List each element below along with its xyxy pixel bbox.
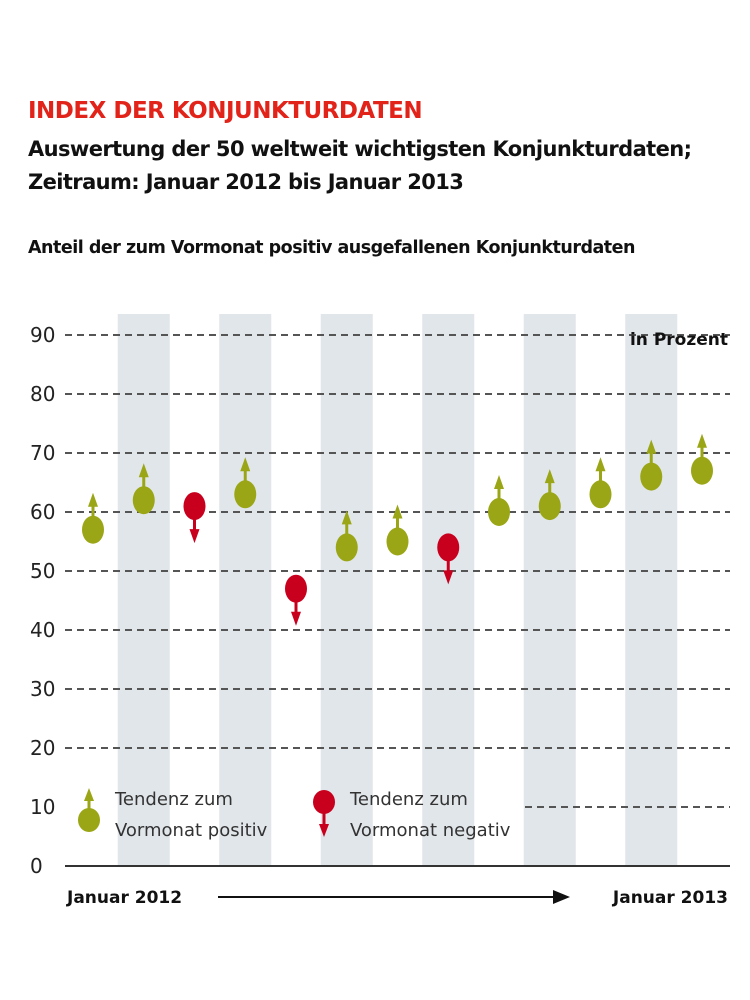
legend-negative-dot [313,790,335,814]
up-arrow-icon [544,469,555,484]
up-arrow-icon [88,492,98,507]
up-arrow-icon [240,457,251,472]
down-arrow-icon [189,529,200,544]
legend-negative-line1: Tendenz zum [349,789,468,810]
down-arrow-icon [291,611,301,626]
up-arrow-icon [697,433,707,448]
data-point-positive [640,462,663,491]
y-tick-label: 30 [30,677,55,701]
legend-positive-dot [78,808,100,832]
y-tick-label: 60 [30,500,55,524]
chart-subtitle-line1: Auswertung der 50 weltweit wichtigsten K… [28,137,692,161]
data-point-negative [285,574,307,603]
y-tick-label: 70 [30,441,55,465]
legend-positive-line2: Vormonat positiv [115,820,268,841]
up-arrow-icon [494,475,504,489]
data-point-positive [132,486,155,515]
legend-up-arrow-icon [84,788,94,801]
data-point-positive [691,456,713,485]
column-band [422,314,475,866]
down-arrow-icon [443,570,454,585]
unit-label: in Prozent [630,330,728,350]
data-point-negative [437,533,460,562]
column-band [523,314,576,866]
legend: Tendenz zum Vormonat positiv Tendenz zum… [78,788,511,841]
data-point-positive [82,515,104,544]
legend-negative-line2: Vormonat negativ [350,820,511,841]
y-tick-label: 40 [30,618,55,642]
legend-positive-line1: Tendenz zum [114,789,233,810]
chart-subtitle-line2: Zeitraum: Januar 2012 bis Januar 2013 [28,170,464,194]
column-band [117,314,170,866]
legend-down-arrow-icon [319,824,329,837]
y-tick-label: 80 [30,382,55,406]
up-arrow-icon [595,457,606,472]
chart-description: Anteil der zum Vormonat positiv ausgefal… [28,238,636,258]
data-point-positive [488,498,510,526]
chart-title: INDEX DER KONJUNKTURDATEN [28,98,423,124]
column-band [320,314,373,866]
column-band [219,314,272,866]
y-tick-label: 50 [30,559,55,583]
data-point-negative [183,492,206,521]
up-arrow-icon [138,463,149,478]
y-tick-label: 20 [30,736,55,760]
data-point-positive [538,492,561,521]
data-point-positive [589,480,612,509]
x-start-label: Januar 2012 [66,888,182,908]
data-point-positive [234,480,257,509]
up-arrow-icon [392,504,403,519]
data-point-positive [386,527,409,556]
up-arrow-icon [341,510,352,525]
y-tick-label: 0 [30,854,43,878]
data-point-positive [335,533,358,562]
column-band [625,314,678,866]
y-tick-label: 90 [30,323,55,347]
x-end-label: Januar 2013 [612,888,728,908]
y-tick-label: 10 [30,795,55,819]
time-arrow-icon [553,890,570,904]
up-arrow-icon [646,439,657,454]
